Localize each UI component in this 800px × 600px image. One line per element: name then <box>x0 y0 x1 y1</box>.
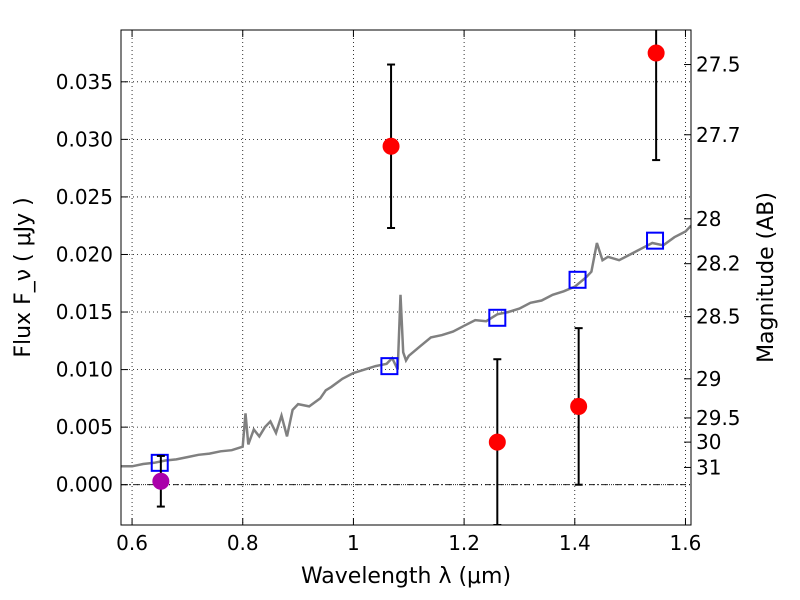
x-tick-label: 1.2 <box>448 531 480 555</box>
model-spectrum-line <box>121 224 691 468</box>
y2-tick-label: 30 <box>696 430 721 454</box>
observed-flux-point <box>382 137 400 155</box>
y2-tick-label: 28 <box>696 207 721 231</box>
y-tick-label: 0.005 <box>56 415 113 439</box>
y2-tick-label: 27.5 <box>696 53 741 77</box>
y-tick-label: 0.025 <box>56 185 113 209</box>
y2-tick-label: 28.5 <box>696 305 741 329</box>
observed-flux-point <box>488 433 506 451</box>
model-photometry-point <box>150 453 169 472</box>
observed-flux-point <box>152 472 170 490</box>
observed-flux-point <box>570 397 588 415</box>
x-tick-label: 0.8 <box>227 531 259 555</box>
y2-tick-label: 29.5 <box>696 406 741 430</box>
grid <box>121 30 691 525</box>
model-photometry-point <box>646 231 665 250</box>
y-axis-label: Flux F_ν ( μJy ) <box>11 197 36 357</box>
x-tick-label: 1.6 <box>670 531 702 555</box>
y-tick-label: 0.020 <box>56 242 113 266</box>
x-tick-label: 0.6 <box>116 531 148 555</box>
x-tick-label: 1 <box>347 531 360 555</box>
x-axis: 0.6 0.8 1 1.2 1.4 1.6 <box>116 30 701 555</box>
y-tick-label: 0.015 <box>56 300 113 324</box>
y2-tick-label: 31 <box>696 455 721 479</box>
y2-tick-label: 27.7 <box>696 123 741 147</box>
model-photometry-point <box>568 270 587 289</box>
y-tick-label: 0.030 <box>56 127 113 151</box>
observed-flux-point <box>647 44 665 62</box>
y-axis: 0.000 0.005 0.010 0.015 0.020 0.025 0.030 0.035 <box>56 70 128 497</box>
series-layer <box>121 30 691 525</box>
model-photometry-point <box>488 308 507 327</box>
y2-tick-label: 28.2 <box>696 252 741 276</box>
y2-tick-label: 29 <box>696 367 721 391</box>
plot-frame <box>120 29 692 526</box>
y-tick-label: 0.010 <box>56 358 113 382</box>
x-axis-label: Wavelength λ (μm) <box>301 564 511 589</box>
x-tick-label: 1.4 <box>559 531 591 555</box>
y-tick-label: 0.035 <box>56 70 113 94</box>
y2-axis-label: Magnitude (AB) <box>754 192 779 363</box>
model-photometry-point <box>380 357 399 376</box>
y-tick-label: 0.000 <box>56 473 113 497</box>
